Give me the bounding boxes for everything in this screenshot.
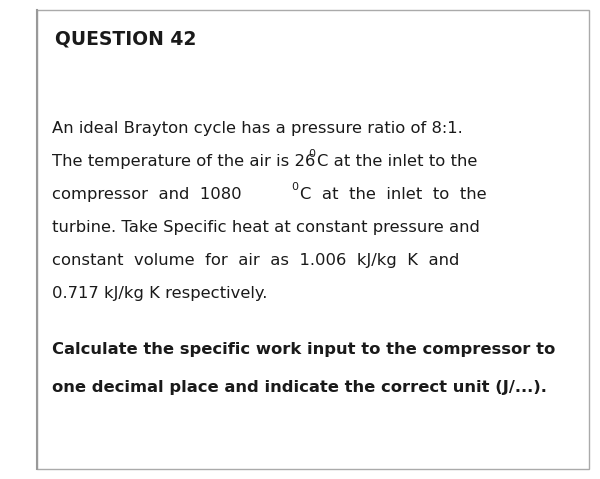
- Text: one decimal place and indicate the correct unit (J/...).: one decimal place and indicate the corre…: [52, 380, 547, 395]
- Text: 0.717 kJ/kg K respectively.: 0.717 kJ/kg K respectively.: [52, 286, 268, 301]
- Text: C at the inlet to the: C at the inlet to the: [317, 154, 478, 169]
- Text: Calculate the specific work input to the compressor to: Calculate the specific work input to the…: [52, 342, 555, 357]
- Text: QUESTION 42: QUESTION 42: [55, 29, 196, 48]
- Text: 0: 0: [308, 149, 315, 159]
- Text: constant  volume  for  air  as  1.006  kJ/kg  K  and: constant volume for air as 1.006 kJ/kg K…: [52, 253, 460, 268]
- Text: compressor  and  1080: compressor and 1080: [52, 187, 252, 202]
- Text: turbine. Take Specific heat at constant pressure and: turbine. Take Specific heat at constant …: [52, 220, 480, 235]
- Text: C  at  the  inlet  to  the: C at the inlet to the: [300, 187, 487, 202]
- Text: 0: 0: [291, 182, 298, 192]
- Text: An ideal Brayton cycle has a pressure ratio of 8:1.: An ideal Brayton cycle has a pressure ra…: [52, 121, 463, 136]
- Text: The temperature of the air is 26: The temperature of the air is 26: [52, 154, 320, 169]
